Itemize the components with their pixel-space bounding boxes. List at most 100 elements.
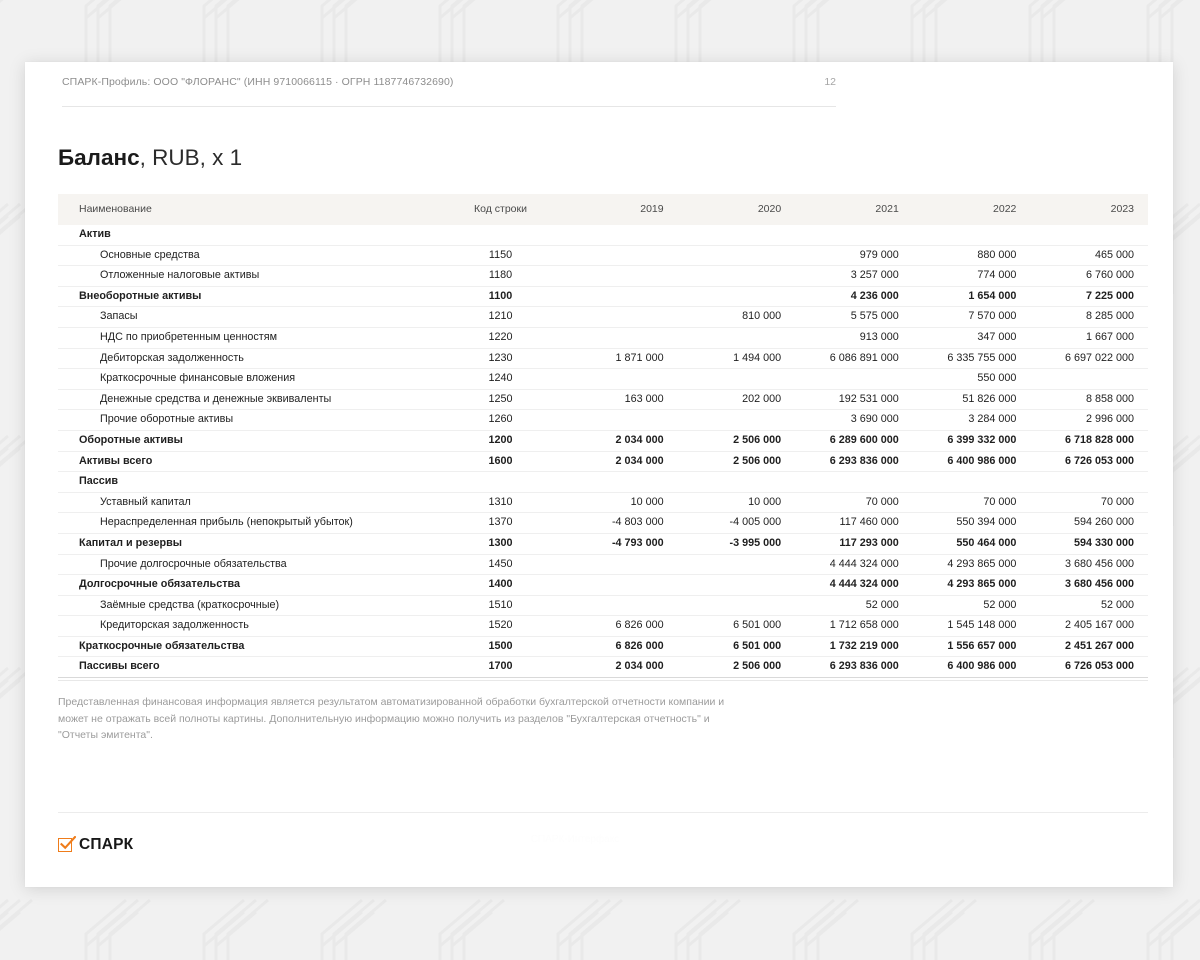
column-header-code: Код строки xyxy=(441,194,560,225)
row-value-2019 xyxy=(560,327,678,349)
row-value-2023: 8 858 000 xyxy=(1030,389,1148,411)
row-label: Актив xyxy=(79,228,111,240)
row-value-2019 xyxy=(560,245,678,267)
row-code-cell: 1200 xyxy=(441,430,560,452)
row-label: Краткосрочные обязательства xyxy=(79,639,245,652)
table-row: Прочие долгосрочные обязательства 1450 4 4… xyxy=(58,554,1148,576)
row-value-2023: 594 330 000 xyxy=(1030,533,1148,555)
row-label-cell: Пассивы всего xyxy=(58,656,441,679)
row-code-cell: 1450 xyxy=(441,554,560,576)
row-value-2022 xyxy=(912,471,1031,493)
table-row: Нераспределенная прибыль (непокрытый убы… xyxy=(58,512,1148,534)
row-label: Прочие долгосрочные обязательства xyxy=(100,557,287,570)
row-code-cell: 1510 xyxy=(441,595,560,617)
footnote-divider xyxy=(58,680,1148,681)
row-value-2021 xyxy=(795,471,913,493)
row-label: Нераспределенная прибыль (непокрытый убы… xyxy=(100,516,353,529)
row-value-2021: 5 575 000 xyxy=(795,306,913,328)
row-value-2021: 1 712 658 000 xyxy=(795,615,913,637)
row-value-2021: 4 444 324 000 xyxy=(795,574,913,596)
table-row: Пассив xyxy=(58,471,1148,493)
row-value-2019 xyxy=(560,265,678,287)
row-value-2022: 1 556 657 000 xyxy=(912,636,1031,658)
row-code-cell: 1500 xyxy=(441,636,560,658)
column-header-2020: 2020 xyxy=(677,194,796,225)
company-profile-header: СПАРК-Профиль: ООО "ФЛОРАНС" (ИНН 971006… xyxy=(62,76,454,88)
checkbox-check-icon xyxy=(58,835,76,854)
row-value-2021: 6 289 600 000 xyxy=(795,430,913,452)
row-code-cell: 1250 xyxy=(441,389,560,411)
brand-name: СПАРК xyxy=(79,836,134,853)
row-value-2019: 6 826 000 xyxy=(560,615,678,637)
row-value-2022: 6 335 755 000 xyxy=(912,348,1031,370)
row-code-cell: 1300 xyxy=(441,533,560,555)
row-value-2019 xyxy=(560,554,678,576)
table-header-row: Наименование Код строки 2019 2020 2021 2… xyxy=(58,194,1148,225)
row-label: Дебиторская задолженность xyxy=(100,351,244,364)
row-value-2020 xyxy=(677,574,796,596)
table-row: Оборотные активы 1200 2 034 000 2 506 000 6 … xyxy=(58,430,1148,452)
row-value-2022: 52 000 xyxy=(912,595,1031,617)
page-title-main: Баланс xyxy=(58,145,140,170)
table-row: Активы всего 1600 2 034 000 2 506 000 6 293 … xyxy=(58,451,1148,473)
table-row: Внеоборотные активы 1100 4 236 000 1 654 00… xyxy=(58,286,1148,308)
row-label-cell: Краткосрочные финансовые вложения xyxy=(58,368,441,390)
spark-logo: СПАРК xyxy=(58,835,134,854)
row-code-cell: 1220 xyxy=(441,327,560,349)
row-value-2020: 810 000 xyxy=(677,306,796,328)
row-code-cell: 1310 xyxy=(441,492,560,514)
row-value-2021: 117 460 000 xyxy=(795,512,913,534)
row-value-2022 xyxy=(912,225,1031,246)
row-value-2019: 10 000 xyxy=(560,492,678,514)
table-row: Дебиторская задолженность 1230 1 871 000 1 … xyxy=(58,348,1148,370)
row-value-2019 xyxy=(560,471,678,493)
row-value-2020 xyxy=(677,554,796,576)
row-code-cell: 1260 xyxy=(441,409,560,431)
row-value-2022: 6 400 986 000 xyxy=(912,451,1031,473)
row-value-2023: 594 260 000 xyxy=(1030,512,1148,534)
row-value-2022: 550 464 000 xyxy=(912,533,1031,555)
row-value-2021: 6 086 891 000 xyxy=(795,348,913,370)
column-header-2022: 2022 xyxy=(912,194,1031,225)
row-value-2021: 3 257 000 xyxy=(795,265,913,287)
page-number: 12 xyxy=(824,76,836,88)
row-value-2019: -4 803 000 xyxy=(560,512,678,534)
row-value-2019 xyxy=(560,306,678,328)
table-row: Денежные средства и денежные эквиваленты… xyxy=(58,389,1148,411)
row-code-cell: 1600 xyxy=(441,451,560,473)
row-value-2022: 51 826 000 xyxy=(912,389,1031,411)
page-title: Баланс, RUB, x 1 xyxy=(58,145,242,171)
row-value-2019: 2 034 000 xyxy=(560,430,678,452)
table-row: Пассивы всего 1700 2 034 000 2 506 000 6 293… xyxy=(58,656,1148,679)
row-value-2020: -4 005 000 xyxy=(677,512,796,534)
row-label-cell: Актив xyxy=(58,225,441,246)
row-label-cell: Денежные средства и денежные эквиваленты xyxy=(58,389,441,411)
row-value-2021: 913 000 xyxy=(795,327,913,349)
row-value-2023: 6 718 828 000 xyxy=(1030,430,1148,452)
table-row: Заёмные средства (краткосрочные) 1510 52 0… xyxy=(58,595,1148,617)
row-value-2020: 6 501 000 xyxy=(677,615,796,637)
row-label: Оборотные активы xyxy=(79,433,183,446)
row-value-2022: 6 400 986 000 xyxy=(912,656,1031,679)
row-code-cell: 1240 xyxy=(441,368,560,390)
row-value-2023: 6 760 000 xyxy=(1030,265,1148,287)
row-value-2022: 6 399 332 000 xyxy=(912,430,1031,452)
row-value-2020: 202 000 xyxy=(677,389,796,411)
row-value-2021 xyxy=(795,368,913,390)
row-value-2023: 2 405 167 000 xyxy=(1030,615,1148,637)
row-value-2023: 52 000 xyxy=(1030,595,1148,617)
row-label-cell: Краткосрочные обязательства xyxy=(58,636,441,658)
table-body: Актив Основные средства 1150 979 000 880 000… xyxy=(58,225,1148,679)
row-value-2020 xyxy=(677,286,796,308)
table-row: Краткосрочные финансовые вложения 1240 550… xyxy=(58,368,1148,390)
row-code-cell xyxy=(441,225,560,246)
column-header-name: Наименование xyxy=(58,194,441,225)
row-value-2021: 3 690 000 xyxy=(795,409,913,431)
row-label: Прочие оборотные активы xyxy=(100,413,234,426)
row-value-2019: 2 034 000 xyxy=(560,451,678,473)
row-label-cell: НДС по приобретенным ценностям xyxy=(58,327,441,349)
row-value-2020: 2 506 000 xyxy=(677,656,796,679)
column-header-2023: 2023 xyxy=(1030,194,1148,225)
table-row: Кредиторская задолженность 1520 6 826 000 6… xyxy=(58,615,1148,637)
row-value-2021: 6 293 836 000 xyxy=(795,451,913,473)
